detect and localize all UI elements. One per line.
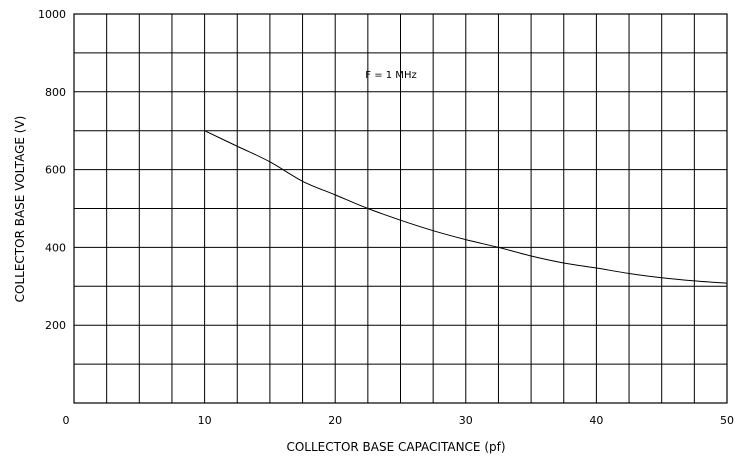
x-tick-label: 40 <box>589 414 603 427</box>
y-tick-label: 600 <box>45 164 66 177</box>
x-tick-label: 20 <box>328 414 342 427</box>
x-axis-label: COLLECTOR BASE CAPACITANCE (pf) <box>286 440 505 454</box>
y-axis-label: COLLECTOR BASE VOLTAGE (V) <box>13 116 27 303</box>
y-tick-labels: 200 400 600 800 1000 <box>38 8 66 332</box>
frequency-annotation: F = 1 MHz <box>365 70 416 81</box>
series-line <box>204 130 728 284</box>
grid <box>74 14 727 403</box>
y-tick-label: 1000 <box>38 8 66 21</box>
x-tick-label: 0 <box>63 414 70 427</box>
y-tick-label: 200 <box>45 319 66 332</box>
y-tick-label: 400 <box>45 241 66 254</box>
plot-frame <box>73 13 728 404</box>
x-tick-label: 50 <box>720 414 734 427</box>
y-tick-label: 800 <box>45 86 66 99</box>
x-tick-labels: 0 10 20 30 40 50 <box>63 414 735 427</box>
x-tick-label: 10 <box>198 414 212 427</box>
x-tick-label: 30 <box>459 414 473 427</box>
